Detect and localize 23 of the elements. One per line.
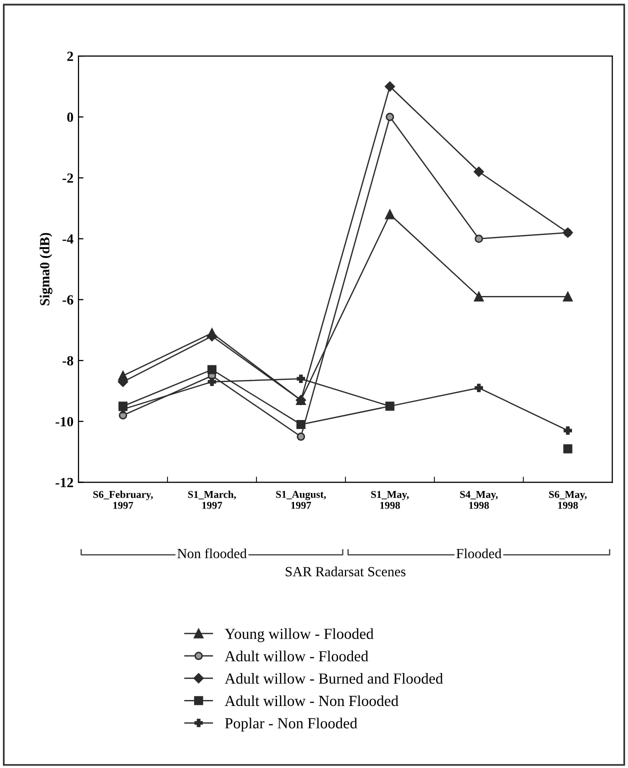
x-axis-title: SAR Radarsat Scenes (286, 566, 406, 576)
x-tick-label: S6_February, 1997 (93, 490, 153, 509)
y-tick-label: -2 (62, 173, 74, 183)
y-tick-label: -12 (56, 478, 74, 488)
legend-label: Adult willow - Flooded (224, 650, 368, 662)
y-tick-label: 2 (67, 52, 74, 61)
x-tick-label: S1_March, 1997 (188, 490, 236, 509)
y-tick-label: 0 (67, 112, 74, 122)
x-tick-label: S1_August, 1997 (276, 490, 326, 509)
y-tick-label: -8 (62, 356, 74, 366)
legend-label: Young willow - Flooded (224, 628, 374, 642)
text: Non flooded (177, 548, 247, 558)
x-tick-label: S4_May, 1998 (460, 490, 498, 509)
y-axis-title: Sigma0 (dB) (40, 232, 52, 306)
y-tick-label: -4 (62, 234, 74, 244)
y-tick-label: -6 (62, 295, 74, 305)
legend-label: Poplar - Non Flooded (225, 718, 358, 732)
y-tick-label: -10 (56, 416, 74, 426)
legend-label: Adult willow - Burned and Flooded (224, 672, 443, 684)
legend-label: Adult willow - Non Flooded (224, 695, 398, 706)
text: Flooded (456, 548, 502, 558)
x-tick-label: S1_May, 1998 (371, 490, 409, 509)
x-tick-label: S6_May, 1998 (549, 490, 587, 509)
